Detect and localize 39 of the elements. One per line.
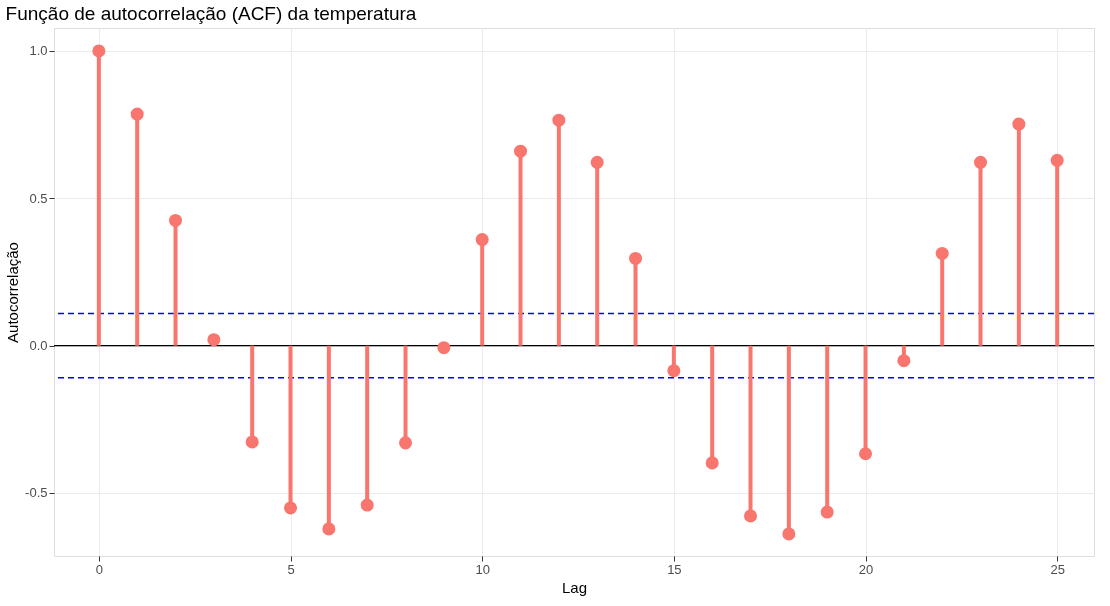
point [92,44,106,58]
y-tick-label: 0.5 [29,190,48,206]
point [820,505,834,519]
point [207,333,221,347]
x-tick-label: 20 [858,561,874,577]
point [475,233,489,247]
point [667,364,681,378]
x-axis-title: Lag [561,578,588,596]
point [360,498,374,512]
y-tick-label: -0.5 [25,485,48,501]
point [1012,117,1026,131]
point [552,113,566,127]
x-tick-label: 5 [287,561,295,577]
point [399,436,413,450]
point [744,509,758,523]
point [130,107,144,121]
x-tick-label: 10 [475,561,490,577]
y-axis-title: Autocorrelação [4,242,22,343]
point [284,501,298,515]
point [437,341,451,355]
y-tick-label: 1.0 [29,43,48,59]
point [974,155,988,169]
point [897,354,911,368]
point [322,522,336,536]
y-tick-label: 0.0 [29,338,48,354]
point [169,213,183,227]
chart-title: Função de autocorrelação (ACF) da temperatura [5,3,417,24]
x-tick-label: 15 [667,561,682,577]
x-tick-label: 25 [1050,561,1065,577]
point [245,435,259,449]
x-tick-label: 0 [95,561,103,577]
point [935,246,949,260]
point [859,447,873,461]
point [705,456,719,470]
point [629,251,643,265]
point [782,527,796,541]
point [514,144,528,158]
point [1050,153,1064,167]
point [590,155,604,169]
